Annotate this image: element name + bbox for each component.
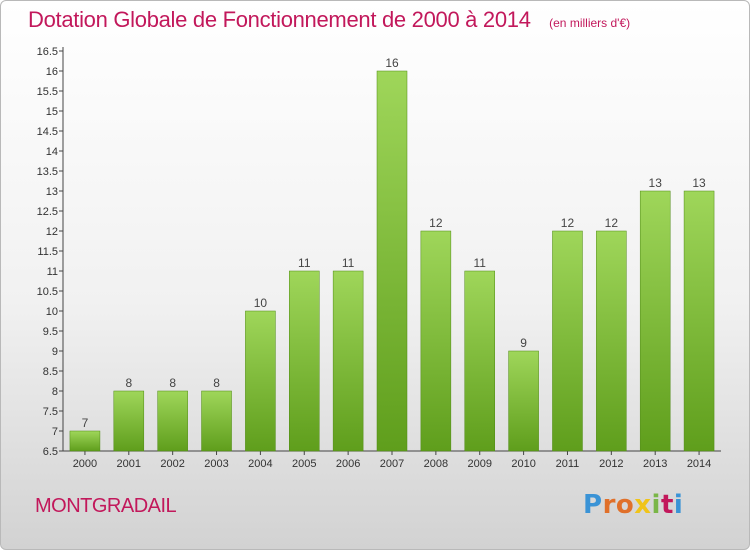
data-label-2006: 11	[342, 256, 355, 270]
logo-letter: r	[602, 490, 616, 520]
x-tick-label-2003: 2003	[204, 458, 228, 470]
bar-2009[interactable]	[464, 270, 495, 452]
commune-name: MONTGRADAIL	[35, 495, 177, 517]
axis-layer: 6.5 7 7.5 8 8.5 9 9.5 10 10.5 11 11.5 12 12.5 13 13.5 1…	[37, 46, 721, 470]
x-tick-label-2006: 2006	[336, 458, 360, 470]
x-tick-label-2014: 2014	[687, 458, 711, 470]
y-tick-label: 13.5	[37, 166, 58, 178]
data-label-2014: 13	[692, 176, 706, 190]
bar-2007[interactable]	[376, 70, 408, 452]
y-tick-label: 11	[47, 266, 58, 278]
y-tick-label: 12.5	[37, 206, 58, 218]
x-tick-label-2005: 2005	[292, 458, 316, 470]
data-label-2002: 8	[169, 376, 176, 390]
y-tick-label: 7.5	[43, 406, 58, 418]
data-label-2009: 11	[473, 256, 486, 270]
data-label-2013: 13	[649, 176, 663, 190]
y-tick-label: 9	[52, 346, 58, 358]
logo-letter: i	[651, 490, 661, 520]
y-tick-label: 10.5	[37, 286, 58, 298]
bar-2002[interactable]	[157, 390, 188, 452]
data-label-2011: 12	[561, 216, 575, 230]
x-tick-label-2001: 2001	[117, 458, 141, 470]
bar-2008[interactable]	[420, 230, 452, 452]
y-tick-label: 13	[46, 186, 58, 198]
y-tick-label: 16	[46, 66, 58, 78]
bar-2011[interactable]	[552, 230, 583, 452]
y-tick-label: 6.5	[43, 446, 58, 458]
logo-letter: i	[673, 490, 684, 520]
data-label-2000: 7	[82, 416, 89, 430]
logo-letter: x	[634, 490, 652, 520]
bar-2013[interactable]	[639, 190, 671, 452]
y-tick-label: 14	[46, 146, 58, 158]
chart-subtitle: (en milliers d'€)	[549, 16, 631, 30]
bar-2010[interactable]	[508, 350, 539, 452]
chart-header: Dotation Globale de Fonctionnement de 20…	[28, 7, 630, 33]
data-label-2012: 12	[605, 216, 619, 230]
bar-2014[interactable]	[683, 190, 715, 452]
logo-letter: o	[615, 490, 635, 520]
x-tick-label-2010: 2010	[511, 458, 535, 470]
data-label-2010: 9	[520, 336, 527, 350]
bar-2004[interactable]	[245, 310, 276, 452]
x-tick-label-2011: 2011	[556, 458, 580, 470]
data-label-2001: 8	[125, 376, 132, 390]
bar-2006[interactable]	[332, 270, 364, 452]
bar-2005[interactable]	[289, 270, 320, 452]
y-tick-label: 10	[46, 306, 58, 318]
y-tick-label: 9.5	[43, 326, 58, 338]
label-layer: 7 8 8 8 10 11 11 16 12 11 9 12 12 13 13	[82, 56, 706, 430]
x-tick-label-2012: 2012	[599, 458, 623, 470]
y-tick-label: 14.5	[37, 126, 58, 138]
logo-letter: P	[583, 490, 603, 520]
y-tick-label: 8.5	[43, 366, 58, 378]
bar-layer	[69, 70, 715, 452]
bar-2000[interactable]	[69, 430, 101, 452]
y-tick-label: 11.5	[37, 246, 58, 258]
proxiti-logo[interactable]: Proxiti	[583, 490, 683, 520]
y-tick-label: 8	[52, 386, 58, 398]
y-tick-label: 16.5	[37, 46, 58, 58]
y-tick-label: 12	[46, 226, 58, 238]
bar-2001[interactable]	[113, 390, 145, 452]
data-label-2007: 16	[385, 56, 399, 70]
data-label-2003: 8	[213, 376, 220, 390]
data-label-2008: 12	[429, 216, 443, 230]
bar-2012[interactable]	[596, 230, 627, 452]
x-tick-label-2007: 2007	[380, 458, 404, 470]
x-tick-label-2004: 2004	[248, 458, 272, 470]
x-tick-label-2013: 2013	[643, 458, 667, 470]
chart-title: Dotation Globale de Fonctionnement de 20…	[28, 7, 531, 32]
x-tick-label-2008: 2008	[424, 458, 448, 470]
x-tick-label-2009: 2009	[467, 458, 491, 470]
bar-2003[interactable]	[201, 390, 232, 452]
data-label-2005: 11	[298, 256, 311, 270]
x-tick-label-2000: 2000	[73, 458, 97, 470]
y-tick-label: 7	[52, 426, 58, 438]
logo-letter: t	[660, 490, 674, 520]
data-label-2004: 10	[254, 296, 268, 310]
x-tick-label-2002: 2002	[160, 458, 184, 470]
y-tick-label: 15.5	[37, 86, 58, 98]
y-tick-label: 15	[46, 106, 58, 118]
